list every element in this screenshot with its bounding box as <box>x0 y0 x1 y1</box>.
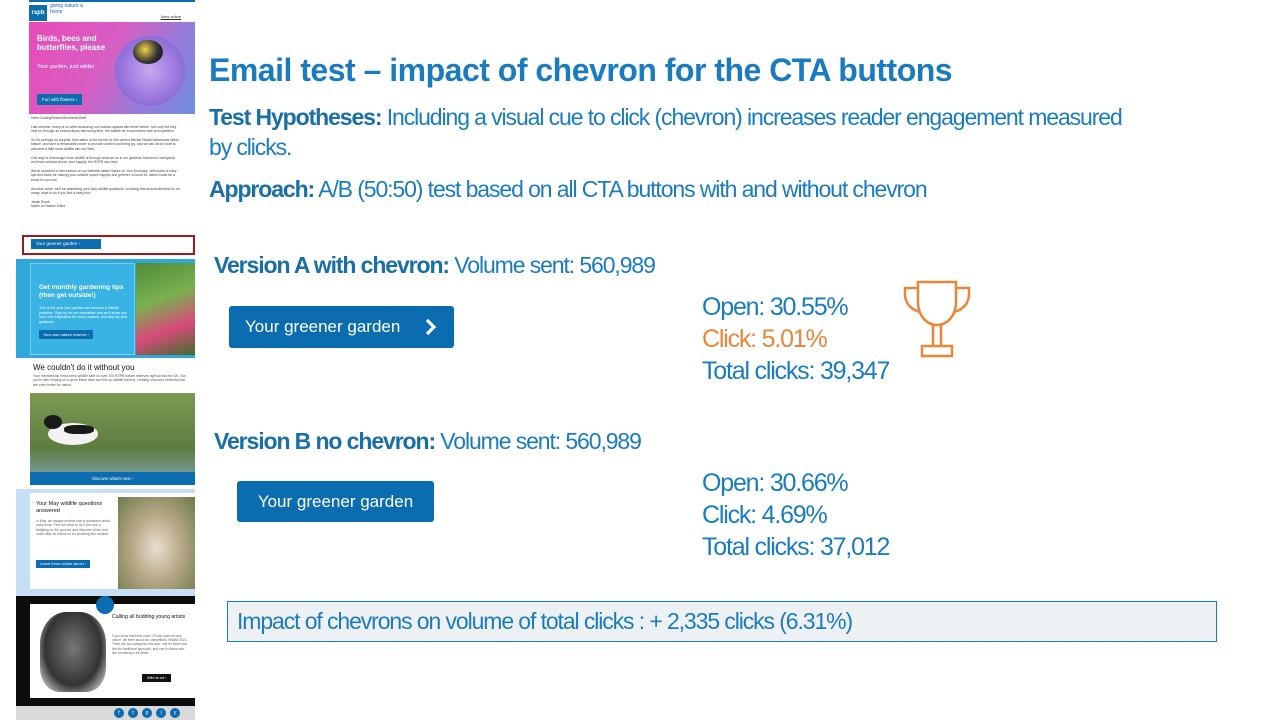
greeting: Hello CoolingReaderMemberNoStaff, <box>31 116 87 120</box>
version-a-volume: Volume sent: 560,989 <box>449 252 656 278</box>
wildart-title: Calling all budding young artists <box>112 614 186 620</box>
version-a-open: Open: 30.55% <box>702 293 849 321</box>
gardening-card: Get monthly gardening tips (then get out… <box>30 263 135 355</box>
rspb-logo: rspb <box>29 5 47 21</box>
signoff: Jamie Rowe Notes on Nature Editor <box>31 200 181 209</box>
avocet-title: We couldn't do it without you <box>33 363 135 372</box>
may-card: Your May wildlife questions answered In … <box>30 493 195 589</box>
gardening-section: Get monthly gardening tips (then get out… <box>16 259 195 358</box>
hero-title: Birds, bees and butterflies, please <box>37 34 106 52</box>
facebook-icon[interactable]: f <box>114 708 124 718</box>
signoff-role: Notes on Nature Editor <box>31 204 66 209</box>
version-a-heading: Version A with chevron: Volume sent: 560… <box>214 251 656 279</box>
garden-image <box>136 263 195 355</box>
test-approach: Approach: A/B (50:50) test based on all … <box>209 174 928 204</box>
hero-button[interactable]: Fun with flowers › <box>37 94 83 105</box>
hypothesis-text: Including a visual cue to click (chevron… <box>209 104 1123 160</box>
version-b-volume: Volume sent: 560,989 <box>435 428 642 454</box>
social-footer: f t p i y <box>16 706 195 720</box>
body-paragraph: So it's perhaps no surprise that nature … <box>31 137 180 151</box>
version-b-total-clicks: Total clicks: 37,012 <box>702 533 890 561</box>
version-b-stats: Open: 30.66% Click: 4.69% Total clicks: … <box>702 467 890 563</box>
version-b-heading: Version B no chevron: Volume sent: 560,9… <box>214 427 642 455</box>
slide-title: Email test – impact of chevron for the C… <box>209 52 953 88</box>
version-a-cta-button[interactable]: Your greener garden <box>229 306 454 348</box>
avocet-button[interactable]: Discover what's new › <box>30 472 195 485</box>
version-a-button-label: Your greener garden <box>245 317 401 336</box>
version-b-label: Version B no chevron: <box>214 428 436 454</box>
gardening-button[interactable]: Your own nature reserve › <box>39 330 93 339</box>
email-body: Hello CoolingReaderMemberNoStaff, Last s… <box>31 116 181 213</box>
test-hypothesis: Test Hypotheses: Including a visual cue … <box>209 102 1139 162</box>
gardening-title: Get monthly gardening tips (then get out… <box>39 284 124 299</box>
version-b-cta-button[interactable]: Your greener garden <box>237 481 434 522</box>
rspb-badge-icon <box>96 596 114 614</box>
bumblebee-image <box>133 40 163 64</box>
may-button[interactable]: Leave those chicks alone! › <box>36 560 91 568</box>
gardening-text: This is the year your garden can become … <box>39 306 128 324</box>
wildart-button[interactable]: Wild at art › <box>142 674 172 682</box>
gardening-button-label: Your own nature reserve <box>43 332 87 337</box>
trophy-icon <box>903 280 971 358</box>
chevron-right-icon <box>425 319 437 335</box>
version-a-total-clicks: Total clicks: 39,347 <box>702 357 890 385</box>
version-a-click: Click: 5.01% <box>702 325 828 353</box>
body-paragraph: One way to encourage more wildlife is th… <box>31 155 175 165</box>
avocet-wing <box>64 425 94 434</box>
version-b-button-label: Your greener garden <box>257 491 414 511</box>
avocet-image <box>30 393 195 485</box>
signoff-name: Jamie Rowe <box>31 199 50 204</box>
email-cta-button[interactable]: Your greener garden › <box>31 239 101 249</box>
wildart-button-label: Wild at art <box>147 676 165 680</box>
may-questions-section: Your May wildlife questions answered In … <box>16 489 195 596</box>
body-paragraph: We've launched a new section on our webs… <box>31 168 177 182</box>
wildart-section: Calling all budding young artists If you… <box>16 596 195 706</box>
may-title: Your May wildlife questions answered <box>36 501 103 514</box>
may-text: In May, we always receive lots of questi… <box>36 519 111 537</box>
body-paragraph: Last summer, many of us were treasuring … <box>31 124 177 134</box>
email-preview: rspb giving nature a home View online Bi… <box>16 0 195 720</box>
hero-subtitle: Your garden, just wilder <box>37 64 95 70</box>
fledgling-image <box>118 497 195 589</box>
wildart-card: Calling all budding young artists If you… <box>30 604 195 698</box>
approach-text: A/B (50:50) test based on all CTA button… <box>314 176 928 202</box>
wildart-text: If you know someone under 19 who loves a… <box>112 634 188 655</box>
impact-summary: Impact of chevrons on volume of total cl… <box>227 601 1217 642</box>
avocet-head <box>44 415 62 429</box>
hero-banner: Birds, bees and butterflies, please Your… <box>29 22 195 114</box>
version-a-label: Version A with chevron: <box>214 252 450 278</box>
version-b-open: Open: 30.66% <box>702 469 849 497</box>
email-header: rspb giving nature a home View online <box>29 0 195 22</box>
version-b-click: Click: 4.69% <box>702 501 828 529</box>
owl-drawing-image <box>40 612 106 692</box>
twitter-icon[interactable]: t <box>128 708 138 718</box>
youtube-icon[interactable]: y <box>170 708 180 718</box>
view-online-link[interactable]: View online <box>160 14 181 19</box>
hero-button-label: Fun with flowers <box>42 97 75 102</box>
hypothesis-label: Test Hypotheses: <box>209 104 383 130</box>
logo-tagline: giving nature a home <box>50 3 83 15</box>
instagram-icon[interactable]: i <box>156 708 166 718</box>
pinterest-icon[interactable]: p <box>142 708 152 718</box>
email-cta-label: Your greener garden <box>36 241 78 246</box>
may-button-label: Leave those chicks alone! <box>40 562 84 566</box>
cta-highlight-box <box>22 235 195 255</box>
body-paragraph: Also this week, we'll be answering your … <box>31 186 180 196</box>
version-a-stats: Open: 30.55% Click: 5.01% Total clicks: … <box>702 291 890 387</box>
avocet-text: Your membership helps keep wildlife safe… <box>33 374 186 387</box>
avocet-button-label: Discover what's new <box>92 476 131 481</box>
approach-label: Approach: <box>209 176 315 202</box>
